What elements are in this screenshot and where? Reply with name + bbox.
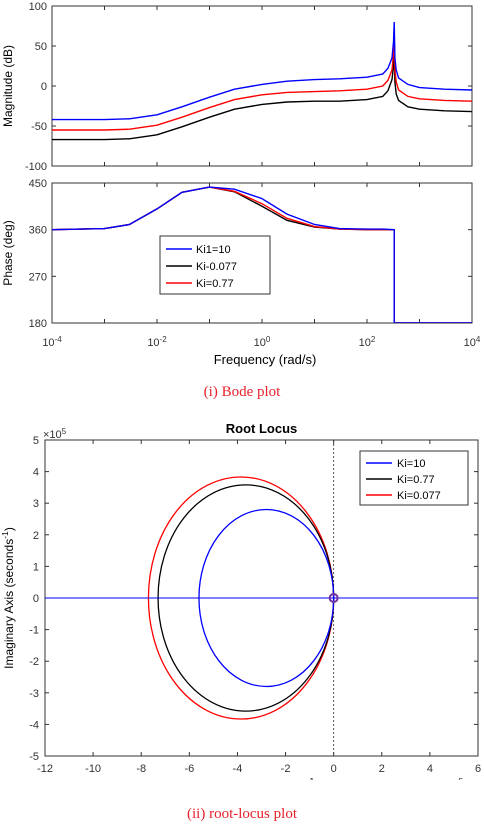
rl-y-tick-label: 5 — [33, 435, 39, 447]
rl-x-tick-label: -8 — [136, 763, 146, 775]
rl-y-tick-label: -1 — [29, 625, 39, 637]
y-exponent-label: ×105 — [43, 427, 67, 442]
rl-y-tick-label: -4 — [29, 719, 39, 731]
phase-series-ki1-10 — [52, 186, 472, 323]
magnitude-y-tick-label: -50 — [31, 121, 47, 133]
rl-y-tick-label: 4 — [33, 467, 39, 479]
phase-y-tick-label: 360 — [29, 225, 47, 237]
rl-series-ki-10-loop — [198, 508, 335, 688]
rl-legend-label: Ki=0.077 — [397, 490, 441, 502]
bode-legend-label: Ki=0.77 — [196, 278, 234, 290]
rl-x-tick-label: -12 — [37, 763, 53, 775]
rl-y-tick-label: 3 — [33, 498, 39, 510]
rl-y-tick-label: 0 — [33, 593, 39, 605]
bode-x-tick-label: 102 — [359, 335, 376, 350]
bode-phase-plot: 180 270 360 450 Phase (deg) Ki1=10 Ki-0.077 Ki=… — [1, 178, 473, 330]
magnitude-series-ki-0-77 — [52, 33, 472, 131]
bode-caption: (i) Bode plot — [203, 384, 281, 400]
rl-y-tick-label: 1 — [33, 561, 39, 573]
phase-y-axis-label: Phase (deg) — [1, 220, 15, 285]
bode-legend-label: Ki-0.077 — [196, 261, 237, 273]
bode-magnitude-plot: -100 -50 0 50 100 Magnitude (dB) — [1, 1, 473, 173]
rl-legend-box — [359, 450, 469, 506]
rl-x-tick-label: 0 — [331, 763, 337, 775]
magnitude-series-ki-0-077 — [52, 49, 472, 141]
bode-x-tick-label: 100 — [254, 335, 271, 350]
x-exponent-label: ×105 — [440, 777, 464, 781]
bode-legend-label: Ki1=10 — [196, 244, 231, 256]
rl-x-tick-label: 4 — [427, 763, 433, 775]
root-locus-caption: (ii) root-locus plot — [187, 806, 297, 822]
magnitude-y-tick-label: -100 — [25, 161, 47, 173]
bode-x-tick-label: 104 — [464, 335, 481, 350]
bode-x-axis-label: Frequency (rad/s) — [214, 352, 317, 367]
magnitude-y-tick-label: 0 — [41, 81, 47, 93]
magnitude-y-tick-label: 50 — [35, 41, 47, 53]
bode-x-tick-label: 10-4 — [42, 335, 62, 350]
rl-x-tick-label: -2 — [281, 763, 291, 775]
rl-x-tick-label: 2 — [379, 763, 385, 775]
phase-y-tick-label: 270 — [29, 271, 47, 283]
rl-y-tick-label: 2 — [33, 530, 39, 542]
magnitude-y-axis-label: Magnitude (dB) — [1, 45, 15, 127]
rl-x-axis-label: Real Axis (seconds-1) — [205, 776, 319, 780]
rl-y-axis-label: Imaginary Axis (seconds-1) — [0, 527, 16, 669]
rl-y-tick-label: -2 — [29, 656, 39, 668]
root-locus-title: Root Locus — [226, 421, 298, 436]
magnitude-plot-frame — [51, 5, 473, 167]
rl-x-tick-label: 6 — [475, 763, 481, 775]
rl-x-tick-label: -4 — [233, 763, 243, 775]
rl-legend-label: Ki=0.77 — [397, 474, 435, 486]
bode-x-axis: 10-4 10-2 100 102 104 — [42, 335, 481, 350]
rl-x-tick-label: -6 — [184, 763, 194, 775]
magnitude-y-tick-label: 100 — [29, 1, 47, 13]
rl-legend-label: Ki=10 — [397, 458, 425, 470]
magnitude-series-ki1-10 — [52, 21, 472, 121]
rl-y-tick-label: -5 — [29, 751, 39, 763]
bode-legend-box — [159, 235, 271, 295]
rl-pole-marker — [328, 593, 339, 603]
root-locus-plot: Root Locus×105×105-12-10-8-6-4-20246-5-4… — [0, 421, 481, 780]
phase-y-tick-label: 180 — [29, 318, 47, 330]
phase-y-tick-label: 450 — [29, 178, 47, 190]
rl-y-tick-label: -3 — [29, 688, 39, 700]
rl-x-tick-label: -10 — [85, 763, 101, 775]
bode-x-tick-label: 10-2 — [147, 335, 167, 350]
